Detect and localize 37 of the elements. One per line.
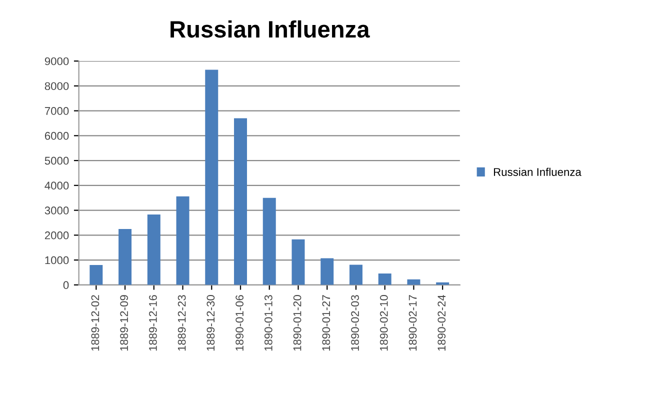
x-tick-label: 1890-01-06: [236, 295, 244, 351]
bar: [234, 118, 247, 285]
y-tick-label: 3000: [44, 206, 69, 214]
bar: [118, 228, 132, 285]
bar: [176, 196, 190, 285]
x-tick-label: 1889-12-09: [120, 295, 128, 351]
x-tick-label: 1889-12-23: [178, 295, 186, 351]
bar: [292, 239, 305, 285]
y-tick-label: 9000: [44, 57, 69, 66]
x-tick-label: 1890-02-10: [380, 295, 388, 351]
bar: [378, 273, 392, 285]
bar: [349, 264, 362, 285]
y-tick-label: 6000: [44, 132, 69, 140]
bar: [90, 265, 103, 285]
y-tick-label: 0: [63, 281, 69, 290]
x-tick-label: 1890-01-20: [293, 295, 302, 351]
y-tick-label: 4000: [44, 182, 69, 190]
x-tick-label: 1890-02-17: [408, 295, 417, 351]
y-tick-label: 5000: [44, 156, 69, 165]
bar: [320, 258, 334, 285]
chart-title: Russian Influenza: [170, 20, 370, 38]
bar: [407, 279, 420, 285]
y-tick-label: 7000: [44, 107, 69, 115]
x-tick-label: 1889-12-02: [91, 295, 100, 351]
y-tick-label: 1000: [45, 256, 69, 264]
bar: [262, 198, 276, 285]
x-tick-label: 1890-02-03: [351, 295, 359, 351]
x-tick-label: 1890-01-13: [264, 295, 272, 351]
bar: [147, 214, 160, 285]
y-tick-label: 8000: [44, 82, 69, 90]
y-tick-label: 2000: [44, 231, 69, 240]
bar: [205, 70, 218, 285]
x-tick-label: 1890-01-27: [322, 295, 330, 351]
legend-label: Russian Influenza: [494, 168, 582, 176]
x-tick-label: 1889-12-30: [206, 295, 215, 351]
x-tick-label: 1889-12-16: [149, 295, 157, 351]
x-tick-label: 1890-02-24: [438, 294, 446, 351]
